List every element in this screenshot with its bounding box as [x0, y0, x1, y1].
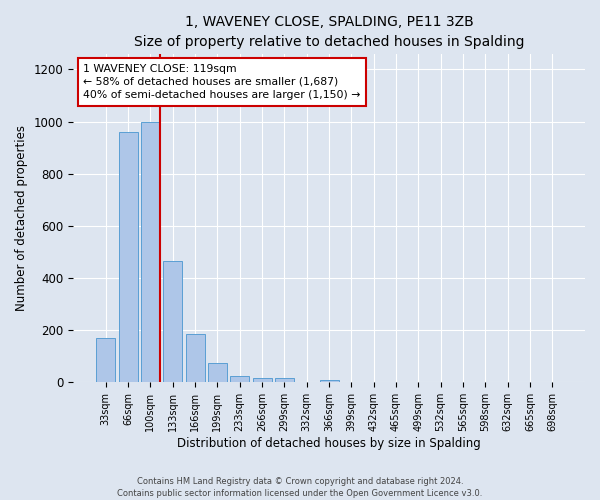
Bar [119, 132, 137, 382]
Bar [96, 338, 115, 382]
Bar [185, 334, 205, 382]
Bar [208, 363, 227, 382]
X-axis label: Distribution of detached houses by size in Spalding: Distribution of detached houses by size … [177, 437, 481, 450]
Title: 1, WAVENEY CLOSE, SPALDING, PE11 3ZB
Size of property relative to detached house: 1, WAVENEY CLOSE, SPALDING, PE11 3ZB Siz… [134, 15, 524, 48]
Text: 1 WAVENEY CLOSE: 119sqm
← 58% of detached houses are smaller (1,687)
40% of semi: 1 WAVENEY CLOSE: 119sqm ← 58% of detache… [83, 64, 361, 100]
Bar [230, 376, 249, 382]
Bar [253, 378, 272, 382]
Y-axis label: Number of detached properties: Number of detached properties [15, 125, 28, 311]
Bar [163, 261, 182, 382]
Bar [320, 380, 338, 382]
Text: Contains HM Land Registry data © Crown copyright and database right 2024.
Contai: Contains HM Land Registry data © Crown c… [118, 476, 482, 498]
Bar [141, 122, 160, 382]
Bar [275, 378, 294, 382]
